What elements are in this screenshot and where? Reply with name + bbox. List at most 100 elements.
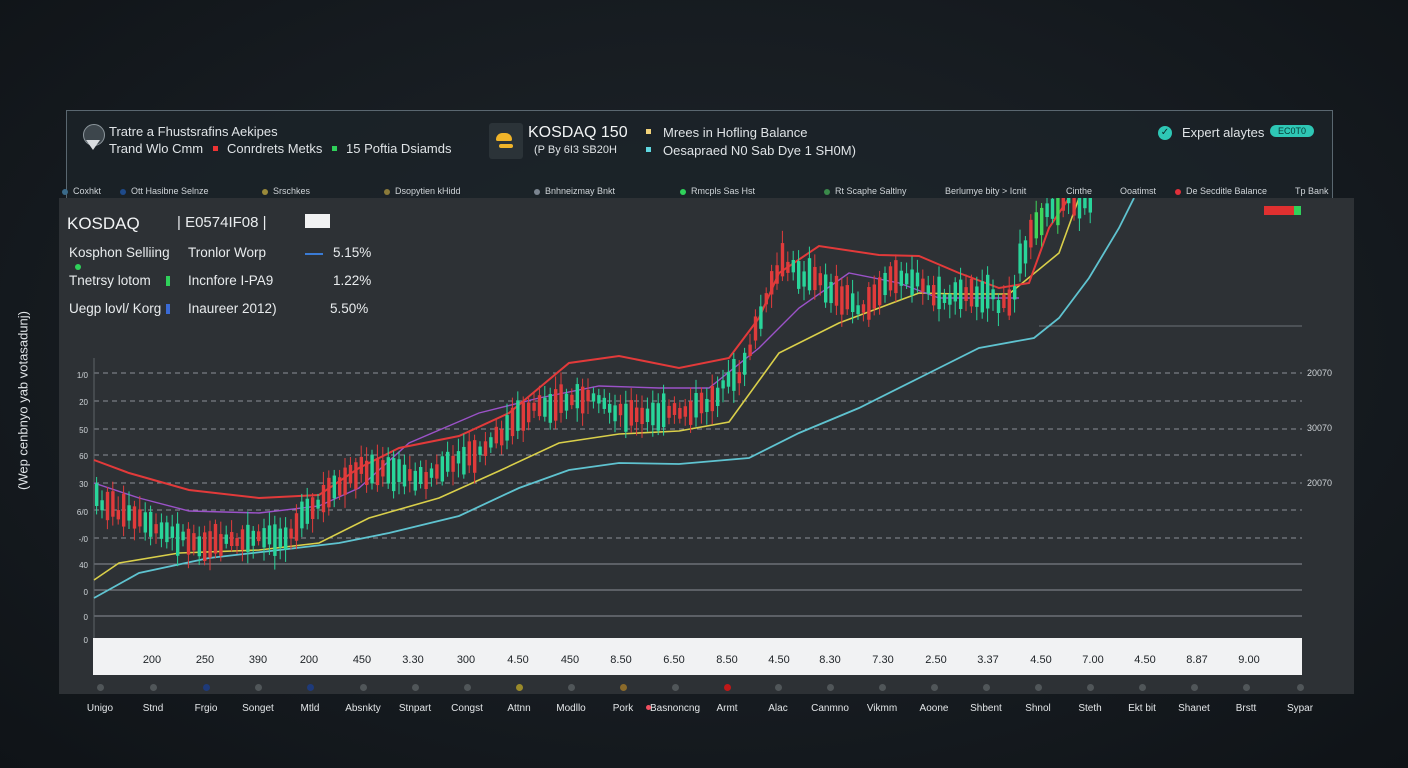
- candle-body: [402, 464, 407, 487]
- bottom-item-label[interactable]: Ekt bit: [1128, 703, 1156, 714]
- legend-label: Cinthe: [1066, 186, 1093, 196]
- candle-body: [975, 286, 979, 307]
- candle-body: [867, 287, 871, 320]
- header-panel: [66, 110, 1333, 204]
- x-tick-label: 200: [142, 654, 162, 666]
- bottom-item-label[interactable]: Brstt: [1235, 703, 1257, 714]
- candle-body: [1002, 294, 1006, 309]
- candle-body: [861, 304, 866, 313]
- bottom-item-label[interactable]: Unigo: [86, 703, 114, 714]
- candle-body: [273, 524, 277, 556]
- stat-marker: [166, 276, 170, 286]
- candle-body: [408, 469, 412, 481]
- legend-row: Coxhkt Ott Hasibne Selnze Srschkes Dsopytie…: [62, 186, 1352, 198]
- candle-body: [851, 293, 855, 313]
- candle-body: [348, 464, 353, 484]
- bottom-dot: [620, 684, 627, 691]
- bottom-dot: [983, 684, 990, 691]
- bottom-item-label[interactable]: Stnpart: [398, 703, 432, 714]
- candle-body: [694, 393, 698, 418]
- candle-body: [640, 407, 644, 425]
- y-tick-label: 40: [79, 561, 88, 570]
- bottom-item-label[interactable]: Sypar: [1286, 703, 1314, 714]
- legend-label: Bnhneizmay Bnkt: [545, 186, 616, 196]
- cyan-marker: [646, 147, 651, 152]
- candle-body: [521, 402, 525, 431]
- candle-body: [419, 467, 423, 484]
- candle-body: [786, 261, 790, 273]
- candle-body: [618, 403, 623, 416]
- candle-body: [791, 259, 795, 273]
- bottom-item-label[interactable]: Absnkty: [345, 703, 381, 714]
- candle-body: [942, 294, 947, 303]
- x-tick-label: 4.50: [1134, 654, 1156, 666]
- candle-body: [878, 277, 882, 306]
- candle-body: [262, 528, 266, 548]
- bottom-item-label[interactable]: Songet: [242, 703, 274, 714]
- candle-body: [176, 523, 180, 556]
- bottom-item-label[interactable]: Alac: [768, 703, 788, 714]
- x-axis-strip: [93, 638, 1302, 675]
- candle-body: [105, 491, 110, 521]
- stat-sub: Incnfore I-PA9: [188, 273, 274, 288]
- candle-body: [753, 316, 758, 341]
- bottom-item-label[interactable]: Congst: [451, 703, 483, 714]
- bottom-item-label[interactable]: Frgio: [194, 703, 218, 714]
- legend-item: Tp Bank: [1295, 186, 1329, 196]
- candle-body: [840, 286, 844, 315]
- candle-body: [905, 273, 909, 285]
- candlesticks: [95, 198, 1092, 571]
- bottom-item-label[interactable]: Aoone: [919, 703, 949, 714]
- bottom-item-label[interactable]: Mtld: [300, 703, 320, 714]
- candle-body: [251, 530, 255, 546]
- candle-body: [413, 470, 417, 491]
- bottom-item-label[interactable]: Shnol: [1025, 703, 1051, 714]
- bottom-dot: [724, 684, 731, 691]
- candle-body: [435, 464, 439, 479]
- candle-body: [354, 462, 358, 490]
- candle-body: [397, 459, 401, 483]
- bottom-red-marker: [646, 705, 651, 710]
- y-tick-label: 30: [79, 480, 88, 489]
- bottom-dot: [97, 684, 104, 691]
- y-tick-label: 20: [79, 398, 88, 407]
- bottom-dot: [1035, 684, 1042, 691]
- shield-icon: [86, 140, 100, 150]
- candle-body: [381, 460, 385, 477]
- x-tick-label: 250: [195, 654, 215, 666]
- candle-body: [181, 531, 185, 541]
- candle-body: [111, 491, 115, 517]
- candle-body: [284, 527, 288, 550]
- candle-body: [689, 401, 693, 425]
- bottom-item-label[interactable]: Vikmm: [866, 703, 898, 714]
- candle-body: [95, 483, 99, 506]
- candle-body: [635, 407, 639, 423]
- candle-body: [278, 528, 282, 548]
- bottom-item-label[interactable]: Attnn: [507, 703, 531, 714]
- candle-body: [770, 271, 774, 295]
- expert-badge[interactable]: EC0T0: [1270, 125, 1315, 137]
- bottom-item-label[interactable]: Pork: [612, 703, 634, 714]
- panel-symbol: KOSDAQ: [67, 214, 140, 233]
- ma-line-purple: [93, 272, 1019, 514]
- x-tick-label: 6.50: [663, 654, 685, 666]
- bottom-item-label[interactable]: Basnoncng: [649, 703, 701, 714]
- bottom-item-label[interactable]: Steth: [1078, 703, 1102, 714]
- candle-body: [494, 426, 498, 444]
- bottom-item-label[interactable]: Modllo: [556, 703, 586, 714]
- expert-analysis-label: Expert alaytes: [1182, 125, 1265, 140]
- x-tick-label: 7.30: [872, 654, 894, 666]
- bottom-item-label[interactable]: Shbent: [970, 703, 1002, 714]
- candle-body: [672, 403, 677, 415]
- right-tick-label: 20070: [1307, 478, 1333, 488]
- candle-body: [138, 509, 142, 527]
- bottom-item-label[interactable]: Shanet: [1178, 703, 1210, 714]
- bottom-item-label[interactable]: Canmno: [811, 703, 849, 714]
- legend-label: Rt Scaphe Saltlny: [835, 186, 907, 196]
- panel-toggle[interactable]: [305, 214, 330, 228]
- bottom-item-label[interactable]: Stnd: [142, 703, 164, 714]
- candle-body: [235, 537, 239, 546]
- bottom-item-label[interactable]: Armt: [716, 703, 738, 714]
- candle-body: [699, 392, 704, 414]
- bottom-dot: [203, 684, 210, 691]
